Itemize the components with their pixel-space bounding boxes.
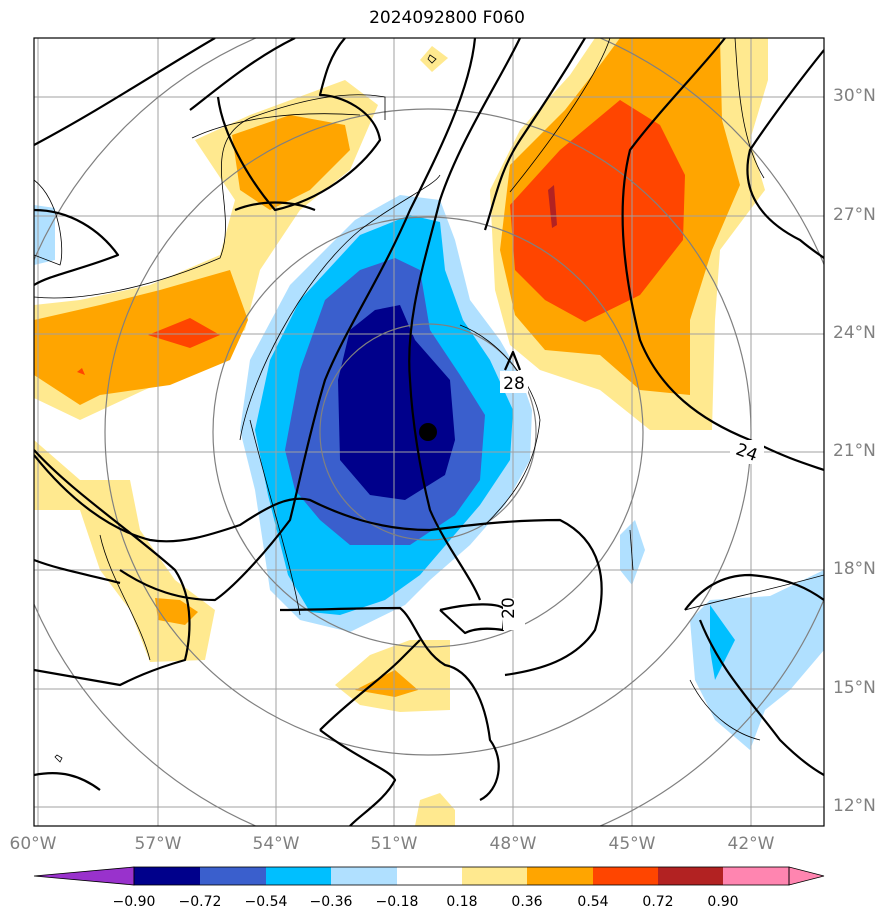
lat-label: 15°N bbox=[833, 678, 876, 698]
fill-cyan-se bbox=[710, 605, 735, 680]
colorbar-segment bbox=[658, 867, 723, 885]
map-plot-area bbox=[34, 38, 824, 826]
colorbar-segment bbox=[134, 867, 200, 885]
colorbar-tick-label: −0.72 bbox=[178, 894, 222, 910]
colorbar-tick-label: −0.18 bbox=[375, 894, 419, 910]
colorbar-tick-label: −0.36 bbox=[309, 894, 353, 910]
lat-label: 21°N bbox=[833, 441, 876, 461]
colorbar-segment bbox=[331, 867, 397, 885]
map-title: 2024092800 F060 bbox=[369, 8, 525, 28]
colorbar-segment bbox=[397, 867, 462, 885]
lon-label: 45°W bbox=[608, 834, 656, 854]
fill-darkred-ne bbox=[548, 185, 557, 228]
lon-label: 48°W bbox=[489, 834, 537, 854]
lat-label: 18°N bbox=[833, 559, 876, 579]
lat-label: 27°N bbox=[833, 205, 876, 225]
colorbar-tick-label: 0.72 bbox=[642, 894, 674, 910]
thick-contours bbox=[34, 38, 824, 826]
colorbar-segment bbox=[527, 867, 593, 885]
fill-orange-sw bbox=[155, 598, 198, 625]
fill-lightblue-se bbox=[690, 570, 824, 750]
colorbar-extend-min bbox=[33, 866, 135, 886]
storm-center-marker bbox=[419, 423, 437, 441]
lon-label: 57°W bbox=[134, 834, 182, 854]
contour-label-20-bg bbox=[503, 598, 525, 630]
lat-label: 24°N bbox=[833, 323, 876, 343]
range-rings bbox=[34, 38, 824, 826]
lon-label: 42°W bbox=[727, 834, 775, 854]
contour-labels: 28 24 20 bbox=[499, 371, 764, 630]
colorbar bbox=[33, 866, 825, 886]
colorbar-segment bbox=[723, 867, 789, 885]
colorbar-outline bbox=[133, 866, 790, 886]
colorbar-tick-label: 0.18 bbox=[446, 894, 478, 910]
fill-orange-s bbox=[355, 670, 418, 697]
thin-contours bbox=[34, 38, 824, 763]
colorbar-segment bbox=[462, 867, 527, 885]
colorbar-tick-label: −0.54 bbox=[244, 894, 288, 910]
lon-label: 60°W bbox=[9, 834, 57, 854]
colorbar-tick-label: −0.90 bbox=[112, 894, 156, 910]
colorbar-segment bbox=[200, 867, 266, 885]
fill-lightblue-w bbox=[34, 205, 55, 265]
colorbar-tick-label: 0.36 bbox=[511, 894, 543, 910]
colorbar-segment bbox=[593, 867, 658, 885]
lon-label: 54°W bbox=[252, 834, 300, 854]
colorbar-extend-max bbox=[788, 866, 825, 886]
lat-label: 30°N bbox=[833, 86, 876, 106]
fill-redorange-ne bbox=[510, 100, 685, 322]
fill-yellow-top bbox=[420, 46, 448, 72]
contour-label-28-bg bbox=[500, 371, 528, 393]
fill-darkblue-center bbox=[338, 305, 455, 500]
fill-yellow-sw bbox=[34, 440, 215, 662]
colorbar-segment bbox=[266, 867, 331, 885]
fill-orange-nw bbox=[34, 270, 248, 405]
fill-orange-n bbox=[232, 115, 350, 210]
contour-label-20: 20 bbox=[499, 597, 519, 619]
lon-label: 51°W bbox=[370, 834, 418, 854]
fill-redorange-w2 bbox=[77, 368, 85, 375]
colorbar-tick-label: 0.54 bbox=[577, 894, 609, 910]
contour-label-24-bg bbox=[730, 440, 764, 464]
colorbar-tick-label: 0.90 bbox=[707, 894, 739, 910]
contour-label-28: 28 bbox=[503, 374, 525, 394]
fill-yellow-bottom bbox=[415, 793, 455, 826]
lat-label: 12°N bbox=[833, 796, 876, 816]
map-frame bbox=[33, 37, 825, 827]
fill-redorange-w bbox=[148, 318, 220, 348]
